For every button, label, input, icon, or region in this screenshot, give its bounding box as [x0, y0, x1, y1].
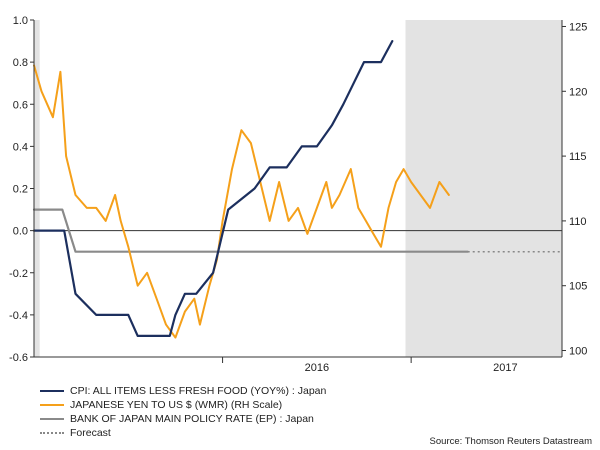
x-tick-label: 2017 — [493, 362, 517, 374]
reference-lines — [34, 230, 562, 363]
right-tick-label: 125 — [569, 21, 587, 33]
legend-label: Forecast — [70, 427, 111, 439]
axes — [30, 19, 566, 358]
series-line — [33, 64, 450, 339]
legend-swatch — [40, 404, 64, 406]
legend-label: BANK OF JAPAN MAIN POLICY RATE (EP) : Ja… — [70, 413, 314, 425]
left-tick-label: -0.2 — [9, 268, 28, 280]
legend-swatch — [40, 432, 64, 434]
forecast-shading — [34, 20, 562, 357]
legend-item-policy-rate: BANK OF JAPAN MAIN POLICY RATE (EP) : Ja… — [40, 412, 326, 426]
series-layer — [32, 40, 562, 339]
shaded-region — [405, 20, 562, 357]
x-tick-label: 2016 — [305, 362, 329, 374]
legend-item-yen: JAPANESE YEN TO US $ (WMR) (RH Scale) — [40, 398, 326, 412]
left-tick-label: 0.8 — [13, 57, 28, 69]
left-tick-label: 1.0 — [13, 15, 28, 27]
left-tick-label: -0.6 — [9, 352, 28, 364]
right-tick-label: 115 — [569, 151, 587, 163]
source-note: Source: Thomson Reuters Datastream — [429, 436, 592, 447]
left-tick-label: -0.4 — [9, 310, 28, 322]
right-tick-label: 105 — [569, 281, 587, 293]
left-tick-label: 0.4 — [13, 141, 28, 153]
legend-label: CPI: ALL ITEMS LESS FRESH FOOD (YOY%) : … — [70, 385, 327, 397]
right-tick-label: 120 — [569, 86, 587, 98]
right-tick-label: 110 — [569, 216, 587, 228]
legend-label: JAPANESE YEN TO US $ (WMR) (RH Scale) — [70, 399, 283, 411]
series-line — [32, 40, 394, 337]
legend-item-cpi: CPI: ALL ITEMS LESS FRESH FOOD (YOY%) : … — [40, 384, 326, 398]
legend-swatch — [40, 418, 64, 420]
legend-swatch — [40, 390, 64, 392]
right-tick-label: 100 — [569, 346, 587, 358]
series-line — [32, 208, 469, 253]
legend: CPI: ALL ITEMS LESS FRESH FOOD (YOY%) : … — [40, 384, 326, 440]
left-tick-label: 0.2 — [13, 184, 28, 196]
legend-item-forecast: Forecast — [40, 426, 326, 440]
left-tick-label: 0.0 — [13, 226, 28, 238]
tick-labels: 1.0 0.8 0.6 0.4 0.2 0.0 -0.2 -0.4 -0.6 125 120 115 1… — [9, 15, 587, 374]
shaded-region — [34, 20, 40, 357]
left-tick-label: 0.6 — [13, 99, 28, 111]
